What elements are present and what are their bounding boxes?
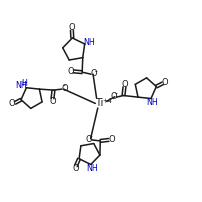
Text: -: - — [63, 81, 65, 90]
Text: O: O — [162, 78, 168, 87]
Text: O: O — [61, 84, 68, 93]
Text: NH: NH — [86, 164, 98, 173]
Text: O: O — [86, 135, 92, 144]
Text: +4: +4 — [103, 98, 113, 104]
Text: -: - — [90, 132, 92, 141]
Text: Ti: Ti — [95, 98, 103, 108]
Text: O: O — [121, 80, 128, 89]
Text: O: O — [90, 69, 97, 78]
Text: -: - — [95, 67, 98, 76]
Text: O: O — [49, 97, 56, 106]
Text: H: H — [21, 79, 27, 88]
Text: O: O — [69, 23, 75, 32]
Text: O: O — [73, 164, 79, 173]
Text: NH: NH — [84, 38, 95, 47]
Text: NH: NH — [15, 81, 27, 90]
Text: O: O — [108, 135, 115, 144]
Text: -: - — [114, 89, 117, 98]
Text: O: O — [67, 67, 74, 76]
Text: NH: NH — [146, 98, 158, 107]
Text: O: O — [110, 92, 117, 101]
Text: O: O — [9, 99, 16, 108]
